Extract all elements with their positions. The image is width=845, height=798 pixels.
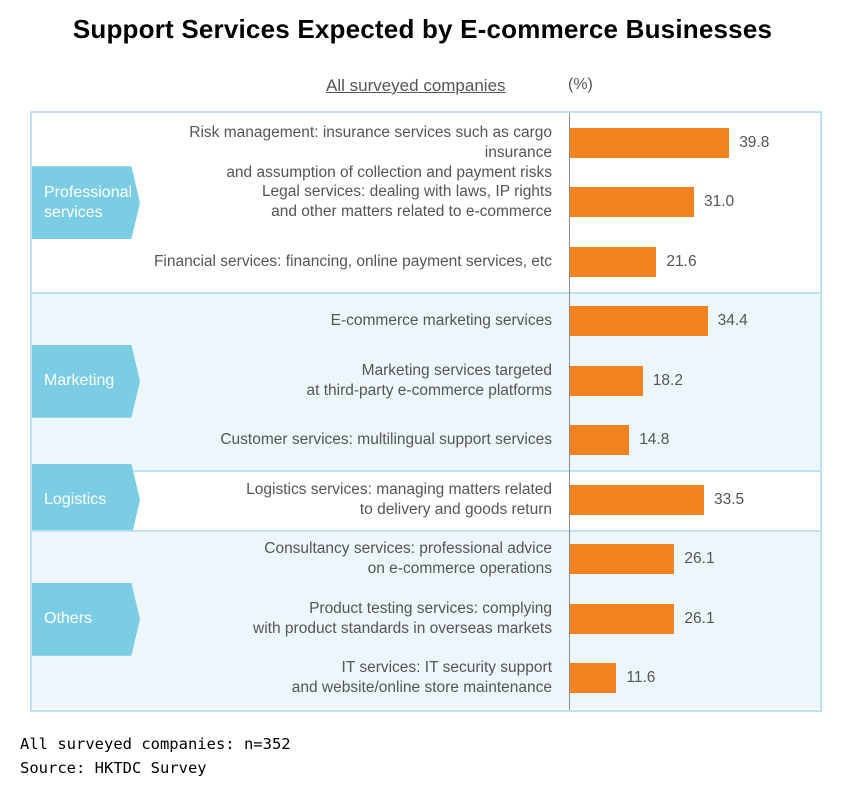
bar-value-label: 21.6 xyxy=(666,252,697,270)
bar-value-label: 33.5 xyxy=(714,490,745,508)
row-label: E-commerce marketing services xyxy=(330,312,552,330)
chart-frame xyxy=(30,111,822,712)
axis-line xyxy=(569,113,570,710)
group-tag-3: Others xyxy=(32,582,140,656)
series-header: All surveyed companies xyxy=(326,76,506,95)
row-label: Product testing services: complying with … xyxy=(253,599,552,637)
bar xyxy=(570,127,730,158)
bar-value-label: 39.8 xyxy=(739,133,770,151)
row-label: Financial services: financing, online pa… xyxy=(153,252,552,270)
row-label: Logistics services: managing matters rel… xyxy=(246,480,552,518)
row-label: Consultancy services: professional advic… xyxy=(264,540,552,578)
row-label: Legal services: dealing with laws, IP ri… xyxy=(261,183,552,221)
bar xyxy=(570,544,675,575)
unit-label: (%) xyxy=(568,76,593,93)
bar xyxy=(570,425,630,456)
bar xyxy=(570,365,643,396)
bar xyxy=(570,663,617,694)
bar xyxy=(570,246,657,277)
bar xyxy=(570,187,694,218)
row-label: Customer services: multilingual support … xyxy=(220,431,552,449)
bar-value-label: 26.1 xyxy=(684,609,715,627)
bar-value-label: 11.6 xyxy=(626,669,656,687)
bar xyxy=(570,306,708,337)
bar-value-label: 34.4 xyxy=(717,312,748,330)
row-label: IT services: IT security support and webs… xyxy=(291,659,552,697)
chart-title: Support Services Expected by E-commerce … xyxy=(72,14,773,44)
footnote-source: Source: HKTDC Survey xyxy=(20,759,207,777)
group-tag-1: Marketing xyxy=(32,344,140,418)
bar xyxy=(570,603,675,634)
bar-value-label: 14.8 xyxy=(639,431,670,449)
bar-value-label: 18.2 xyxy=(652,371,683,389)
bar xyxy=(570,484,704,515)
group-tag-0: Professional services xyxy=(32,166,140,240)
group-band xyxy=(32,529,820,708)
group-tag-2: Logistics xyxy=(32,463,140,537)
row-label: Risk management: insurance services such… xyxy=(189,123,552,181)
bar-value-label: 26.1 xyxy=(684,550,715,568)
bar-value-label: 31.0 xyxy=(704,193,735,211)
row-label: Marketing services targeted at third-part… xyxy=(306,361,553,399)
footnote-sample-size: All surveyed companies: n=352 xyxy=(20,735,291,753)
